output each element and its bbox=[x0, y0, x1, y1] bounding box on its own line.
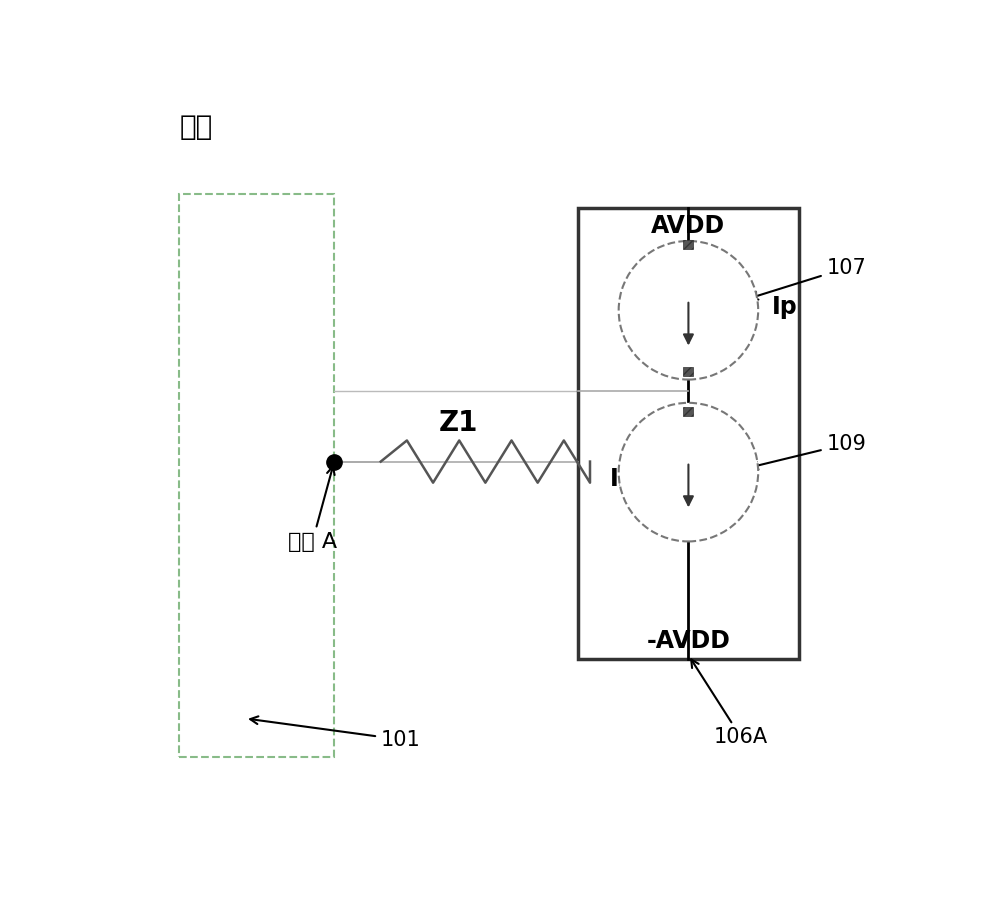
Text: 101: 101 bbox=[250, 717, 420, 749]
Ellipse shape bbox=[619, 241, 758, 379]
Bar bbox=[683, 367, 693, 376]
Text: 电极 A: 电极 A bbox=[288, 466, 337, 552]
Text: -AVDD: -AVDD bbox=[646, 629, 730, 653]
Text: 107: 107 bbox=[750, 258, 866, 300]
Text: Z1: Z1 bbox=[439, 409, 478, 437]
Text: In: In bbox=[610, 467, 636, 491]
Text: Ip: Ip bbox=[772, 294, 798, 319]
Bar bbox=[179, 194, 334, 757]
Bar bbox=[683, 407, 693, 416]
Text: AVDD: AVDD bbox=[651, 214, 725, 238]
Text: 病人: 病人 bbox=[179, 113, 212, 142]
Text: 109: 109 bbox=[750, 434, 866, 470]
Ellipse shape bbox=[619, 403, 758, 541]
Bar bbox=[683, 239, 693, 249]
Text: 106A: 106A bbox=[691, 659, 768, 748]
Bar bbox=[578, 208, 799, 659]
